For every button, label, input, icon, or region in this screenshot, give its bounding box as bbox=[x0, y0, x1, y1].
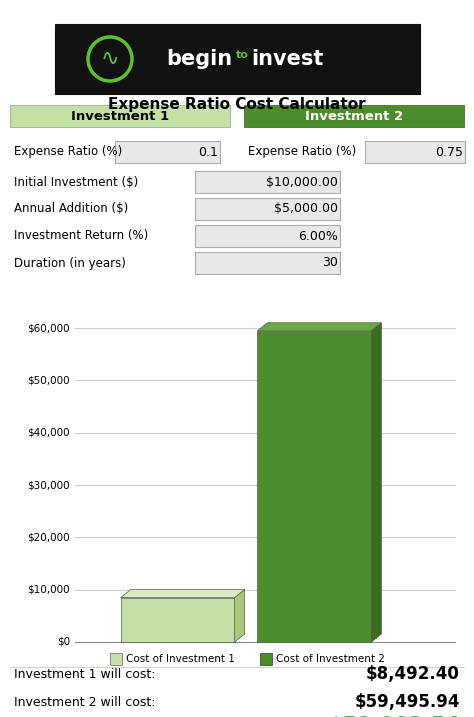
Text: $59,495.94: $59,495.94 bbox=[355, 693, 460, 711]
Text: 0.75: 0.75 bbox=[435, 146, 463, 158]
Bar bbox=[55, 24, 420, 94]
Text: 6.00%: 6.00% bbox=[298, 229, 338, 242]
Text: $51,003.54: $51,003.54 bbox=[328, 716, 460, 717]
Text: Investment Return (%): Investment Return (%) bbox=[14, 229, 148, 242]
Text: Investment 1 will cost:: Investment 1 will cost: bbox=[14, 668, 155, 680]
Text: Initial Investment ($): Initial Investment ($) bbox=[14, 176, 138, 189]
Text: $40,000: $40,000 bbox=[27, 428, 70, 438]
Text: Investment 2 will cost:: Investment 2 will cost: bbox=[14, 695, 155, 708]
Text: $0: $0 bbox=[57, 637, 70, 647]
Text: Investment 2: Investment 2 bbox=[305, 110, 403, 123]
Bar bbox=[195, 171, 340, 193]
Text: $10,000: $10,000 bbox=[27, 584, 70, 594]
Text: Cost of Investment 2: Cost of Investment 2 bbox=[276, 654, 385, 664]
Bar bbox=[195, 252, 340, 274]
Text: Expense Ratio (%): Expense Ratio (%) bbox=[14, 146, 122, 158]
Text: $20,000: $20,000 bbox=[27, 533, 70, 542]
Text: $8,492.40: $8,492.40 bbox=[366, 665, 460, 683]
Text: ∿: ∿ bbox=[100, 49, 119, 69]
Text: $50,000: $50,000 bbox=[27, 376, 70, 386]
Bar bbox=[260, 653, 272, 665]
Bar bbox=[365, 141, 465, 163]
Text: begin: begin bbox=[166, 49, 233, 69]
Text: Annual Addition ($): Annual Addition ($) bbox=[14, 202, 128, 216]
Polygon shape bbox=[120, 589, 245, 597]
Polygon shape bbox=[235, 589, 245, 642]
Polygon shape bbox=[257, 323, 382, 331]
Text: 30: 30 bbox=[322, 257, 338, 270]
Polygon shape bbox=[372, 323, 382, 642]
Text: $30,000: $30,000 bbox=[27, 480, 70, 490]
Bar bbox=[257, 331, 372, 642]
Text: to: to bbox=[236, 50, 249, 60]
Bar bbox=[110, 653, 122, 665]
Text: Duration (in years): Duration (in years) bbox=[14, 257, 126, 270]
Bar bbox=[115, 141, 220, 163]
Text: Cost of Investment 1: Cost of Investment 1 bbox=[126, 654, 235, 664]
Bar bbox=[195, 225, 340, 247]
Bar bbox=[10, 105, 230, 127]
Bar bbox=[120, 597, 235, 642]
Bar bbox=[195, 198, 340, 220]
Text: Investment 1: Investment 1 bbox=[71, 110, 169, 123]
Text: $5,000.00: $5,000.00 bbox=[274, 202, 338, 216]
Text: Expense Ratio (%): Expense Ratio (%) bbox=[248, 146, 356, 158]
Text: $60,000: $60,000 bbox=[27, 323, 70, 333]
Text: $10,000.00: $10,000.00 bbox=[266, 176, 338, 189]
Bar bbox=[244, 105, 464, 127]
Text: 0.1: 0.1 bbox=[198, 146, 218, 158]
Text: invest: invest bbox=[252, 49, 324, 69]
Text: Expense Ratio Cost Calculator: Expense Ratio Cost Calculator bbox=[108, 98, 366, 113]
